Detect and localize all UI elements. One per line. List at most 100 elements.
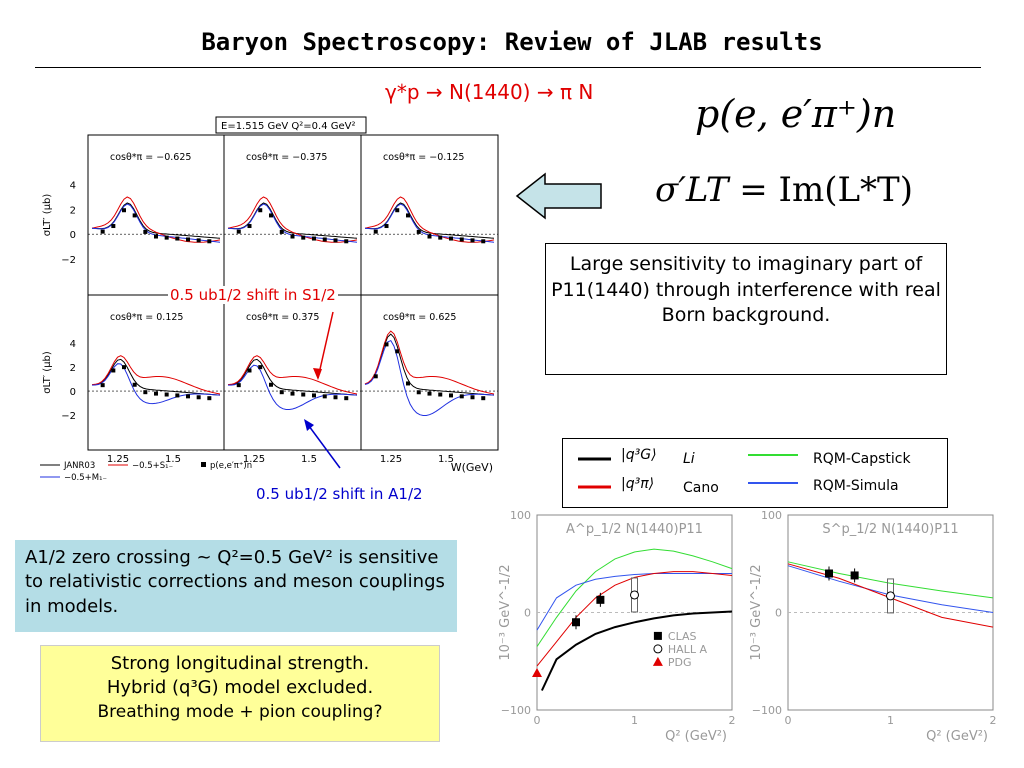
y-tick-label: 0 (524, 607, 531, 620)
curve-black (227, 358, 358, 396)
y-axis-label: 10⁻³ GeV^-1/2 (749, 564, 764, 660)
panel-label: cosθ*π = 0.125 (110, 312, 183, 323)
legend-label: PDG (668, 656, 692, 669)
data-point (290, 234, 295, 239)
data-point (481, 396, 486, 401)
reaction-label: γ*p → N(1440) → π N (385, 80, 594, 104)
panel-label: cosθ*π = −0.125 (383, 152, 464, 163)
data-point (236, 229, 241, 234)
data-point (236, 383, 241, 388)
x-tick-label: 1 (887, 714, 894, 727)
legend-q3g: |q³G⟩ (621, 447, 657, 463)
y-tick-label: 0 (70, 230, 76, 241)
panel-label: cosθ*π = −0.375 (246, 152, 327, 163)
data-point (196, 395, 201, 400)
data-point (279, 390, 284, 395)
data-point (312, 236, 316, 241)
data-point (427, 391, 432, 396)
legend-marker (652, 656, 663, 666)
point-clas (596, 595, 605, 604)
data-point (269, 213, 273, 218)
legend-capstick: RQM-Capstick (813, 451, 911, 467)
data-point (449, 393, 453, 398)
data-point (459, 237, 464, 242)
point-clas (825, 569, 833, 578)
series-li (540, 610, 733, 691)
data-point (196, 238, 201, 243)
data-point (186, 394, 190, 399)
legend-label: HALL A (668, 643, 708, 656)
legend-text: −0.5+S₁₋ (132, 461, 173, 471)
data-point (122, 208, 126, 213)
conclusion-line-2: Hybrid (q³G) model excluded. (106, 677, 374, 699)
sigma-lt-plot: E=1.515 GeV Q²=0.4 GeV² cosθ*π = −0.625 c… (40, 116, 499, 483)
curve-blue (91, 363, 221, 405)
data-point (301, 392, 306, 397)
point-hall-a (886, 591, 895, 601)
data-point (175, 236, 180, 241)
data-point (258, 208, 263, 213)
data-point (416, 390, 421, 395)
shift-s-label: 0.5 ub1/2 shift in S1/2 (168, 286, 338, 304)
data-point (438, 235, 443, 240)
legend-marker (653, 631, 662, 640)
sigma-lt-formula: σ′LT = Im(L*T) (655, 170, 913, 210)
data-point (312, 393, 316, 398)
y-tick-label: 4 (70, 339, 76, 350)
data-point (395, 208, 400, 213)
data-point (427, 234, 432, 239)
y-tick-label: 2 (70, 363, 76, 374)
curve-black (364, 333, 495, 396)
x-tick-label: 0 (534, 714, 541, 727)
data-point (406, 381, 410, 386)
chart-title: A^p_1/2 N(1440)P11 (566, 522, 703, 537)
data-point (132, 382, 137, 387)
data-point (333, 238, 338, 243)
curve-red (91, 355, 221, 395)
sigma-lt-rhs: = Im(L*T) (739, 170, 913, 210)
x-tick-label: 1.5 (438, 454, 454, 465)
data-point (384, 342, 389, 347)
curve-red (227, 355, 358, 395)
point-pdg (532, 667, 542, 677)
data-point (207, 239, 212, 244)
point-hall-a (630, 590, 639, 600)
legend-cano: Cano (683, 480, 719, 496)
y-tick-label: 0 (70, 387, 76, 398)
title-rule (35, 67, 981, 68)
data-point (373, 374, 378, 379)
conclusion-note: Strong longitudinal strength. Hybrid (q³… (40, 645, 440, 742)
y-tick-label: 2 (70, 205, 76, 216)
shift-a-label: 0.5 ub1/2 shift in A1/2 (256, 485, 423, 503)
legend-label: CLAS (668, 630, 697, 643)
x-tick-label: 1 (631, 714, 638, 727)
series-rqm-simula (536, 573, 732, 631)
data-point (322, 237, 327, 242)
data-point (416, 229, 421, 234)
data-point (481, 239, 486, 244)
series-cano (536, 571, 733, 667)
legend-text: JANR03 (63, 461, 95, 471)
legend-swatches (578, 454, 798, 489)
y-tick-label: 100 (510, 509, 531, 522)
y-tick-label: 4 (70, 181, 76, 192)
data-point (322, 394, 327, 399)
series-rqm-capstick (787, 561, 994, 599)
legend-text: −0.5+M₁₋ (64, 473, 107, 483)
data-point (269, 382, 273, 387)
conclusion-line-3: Breathing mode + pion coupling? (97, 701, 383, 722)
legend-simula: RQM-Simula (813, 478, 899, 494)
data-point (406, 213, 410, 218)
panel-label: cosθ*π = 0.625 (383, 312, 456, 323)
data-point (164, 392, 169, 397)
slide-title: Baryon Spectroscopy: Review of JLAB resu… (201, 28, 823, 56)
y-tick-label: −100 (752, 704, 782, 717)
chart-title: S^p_1/2 N(1440)P11 (822, 522, 958, 537)
panel-label: cosθ*π = −0.625 (110, 152, 191, 163)
model-legend: |q³G⟩ Li |q³π⟩ Cano RQM-Capstick RQM-Sim… (562, 438, 948, 508)
y-axis-label: 10⁻³ GeV^-1/2 (498, 564, 513, 660)
x-tick-label: 1.25 (380, 454, 402, 465)
data-point (279, 229, 284, 234)
data-point (207, 396, 212, 401)
